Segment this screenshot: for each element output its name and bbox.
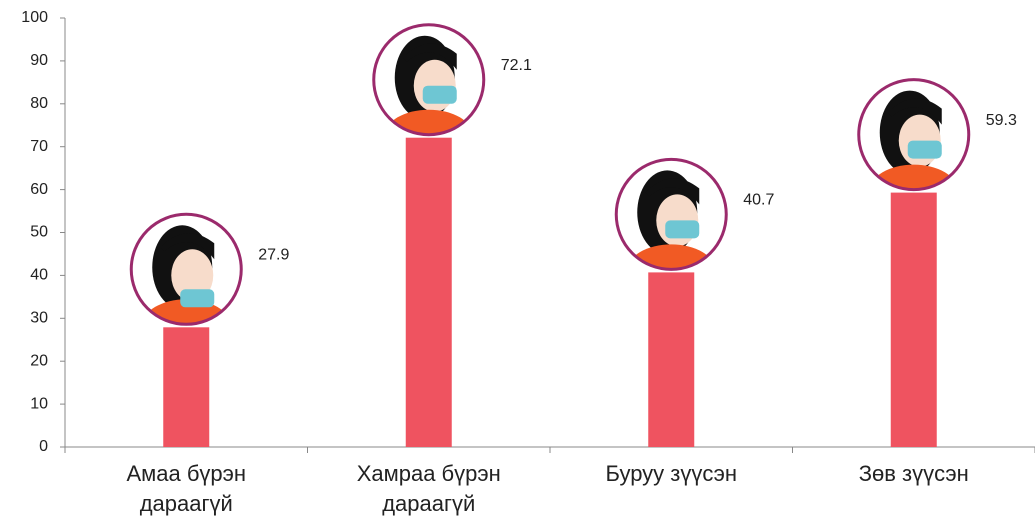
person-icon: [857, 78, 971, 192]
x-tick-label: Зөв зүүсэн: [858, 461, 969, 486]
value-label: 27.9: [258, 247, 289, 264]
bar: [163, 327, 210, 447]
y-tick-label: 30: [30, 310, 48, 327]
person-icon: [129, 212, 243, 326]
icon-frame: [857, 78, 971, 192]
y-tick-label: 20: [30, 352, 48, 369]
value-label: 59.3: [986, 112, 1017, 129]
icon-frame: [129, 212, 243, 326]
bar: [405, 137, 452, 448]
y-tick-label: 40: [30, 267, 48, 284]
person-icon: [614, 157, 728, 271]
x-tick-label: Буруу зүүсэн: [605, 461, 738, 486]
y-tick-label: 0: [39, 438, 48, 455]
icon-frame: [614, 157, 728, 271]
value-label: 72.1: [501, 57, 532, 74]
icon-frame: [372, 23, 486, 137]
x-tick-label: Хамраа бүрэн дараагүй: [356, 461, 501, 516]
y-tick-label: 100: [21, 9, 48, 26]
value-label: 40.7: [743, 192, 774, 209]
x-tick-label: Амаа бүрэн дараагүй: [126, 461, 247, 516]
y-tick-label: 90: [30, 52, 48, 69]
y-tick-label: 80: [30, 95, 48, 112]
person-icon: [372, 23, 486, 137]
bar: [648, 272, 695, 447]
y-tick-label: 60: [30, 181, 48, 198]
y-tick-label: 10: [30, 395, 48, 412]
bar: [890, 192, 937, 447]
y-tick-label: 50: [30, 224, 48, 241]
y-tick-label: 70: [30, 138, 48, 155]
